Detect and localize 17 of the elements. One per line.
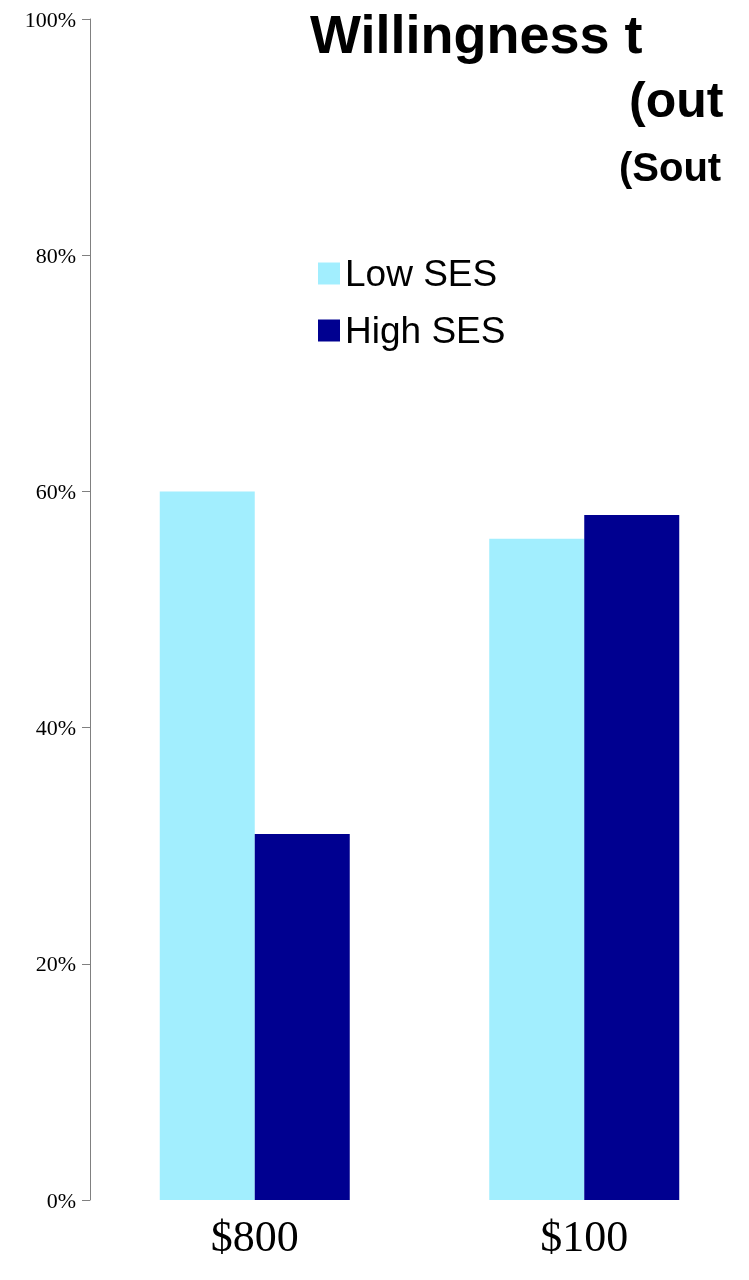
chart-title: Willingness t <box>310 4 643 64</box>
y-tick-label: 100% <box>24 6 76 32</box>
legend-label: Low SES <box>345 253 498 294</box>
x-tick-label: $100 <box>540 1211 629 1261</box>
bar <box>489 538 585 1200</box>
y-tick-label: 80% <box>35 242 76 268</box>
y-tick-label: 0% <box>46 1187 76 1213</box>
bar <box>159 491 255 1200</box>
annotation: (Sout <box>619 145 722 189</box>
y-tick-label: 40% <box>35 715 76 741</box>
x-tick-label: $800 <box>210 1211 299 1261</box>
y-tick-label: 60% <box>35 478 76 504</box>
y-tick-label: 20% <box>35 951 76 977</box>
text: (out <box>629 72 724 128</box>
legend-label: High SES <box>345 310 506 351</box>
bar <box>584 515 680 1200</box>
bar <box>254 833 350 1200</box>
